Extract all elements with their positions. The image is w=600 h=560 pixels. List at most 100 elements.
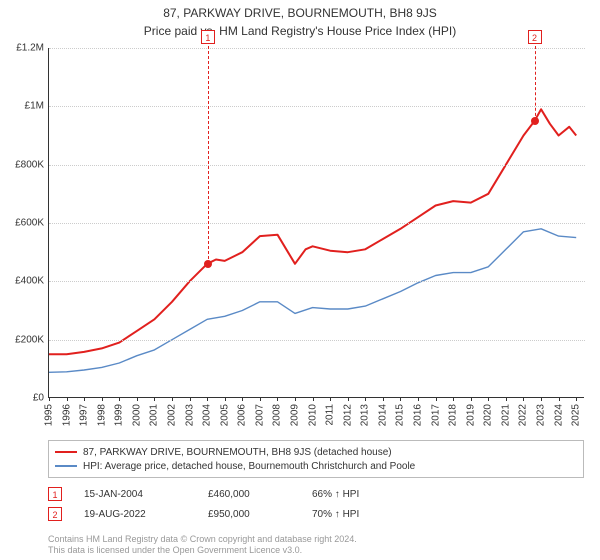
x-tick <box>506 397 507 401</box>
x-tick <box>207 397 208 401</box>
x-tick <box>67 397 68 401</box>
x-tick <box>102 397 103 401</box>
marker-flag: 2 <box>528 30 542 44</box>
x-tick-label: 2006 <box>237 404 248 426</box>
footer-line2: This data is licensed under the Open Gov… <box>48 545 584 556</box>
x-tick-label: 2002 <box>167 404 178 426</box>
x-tick <box>225 397 226 401</box>
y-tick-label: £0 <box>0 393 44 404</box>
legend-label: 87, PARKWAY DRIVE, BOURNEMOUTH, BH8 9JS … <box>83 447 392 458</box>
x-tick <box>277 397 278 401</box>
x-tick-label: 2007 <box>254 404 265 426</box>
x-tick <box>84 397 85 401</box>
chart-title: 87, PARKWAY DRIVE, BOURNEMOUTH, BH8 9JS <box>0 0 600 20</box>
x-tick-label: 2003 <box>184 404 195 426</box>
marker-dot <box>204 260 212 268</box>
x-tick <box>471 397 472 401</box>
gridline <box>49 281 585 282</box>
x-tick-label: 2021 <box>500 404 511 426</box>
series-line-hpi <box>49 229 576 372</box>
gridline <box>49 165 585 166</box>
x-tick-label: 1995 <box>44 404 55 426</box>
x-tick <box>313 397 314 401</box>
x-tick <box>559 397 560 401</box>
legend-row: HPI: Average price, detached house, Bour… <box>55 459 577 473</box>
y-tick-label: £400K <box>0 276 44 287</box>
sale-badge: 2 <box>48 507 62 521</box>
x-tick-label: 2005 <box>219 404 230 426</box>
marker-flag: 1 <box>201 30 215 44</box>
legend-label: HPI: Average price, detached house, Bour… <box>83 461 415 472</box>
x-tick-label: 2017 <box>430 404 441 426</box>
y-tick-label: £1.2M <box>0 43 44 54</box>
chart-container: 87, PARKWAY DRIVE, BOURNEMOUTH, BH8 9JS … <box>0 0 600 560</box>
sale-price: £460,000 <box>208 489 308 500</box>
marker-dot <box>531 117 539 125</box>
x-tick <box>453 397 454 401</box>
x-tick <box>436 397 437 401</box>
x-tick <box>49 397 50 401</box>
x-tick-label: 2012 <box>342 404 353 426</box>
chart-subtitle: Price paid vs. HM Land Registry's House … <box>0 20 600 38</box>
sale-row: 219-AUG-2022£950,00070% ↑ HPI <box>48 506 584 522</box>
y-tick-label: £1M <box>0 101 44 112</box>
x-tick-label: 2014 <box>377 404 388 426</box>
marker-line <box>535 46 536 121</box>
sale-date: 15-JAN-2004 <box>84 489 204 500</box>
footer-line1: Contains HM Land Registry data © Crown c… <box>48 534 584 545</box>
x-tick-label: 2016 <box>413 404 424 426</box>
x-tick <box>541 397 542 401</box>
x-tick <box>576 397 577 401</box>
plot-body: £0£200K£400K£600K£800K£1M£1.2M1995199619… <box>48 48 584 398</box>
x-tick-label: 2013 <box>360 404 371 426</box>
legend-swatch <box>55 451 77 453</box>
x-tick-label: 1997 <box>79 404 90 426</box>
x-tick <box>488 397 489 401</box>
x-tick-label: 1998 <box>96 404 107 426</box>
x-tick-label: 1996 <box>61 404 72 426</box>
x-tick <box>119 397 120 401</box>
x-tick <box>295 397 296 401</box>
x-tick <box>383 397 384 401</box>
x-tick <box>154 397 155 401</box>
x-tick-label: 2000 <box>131 404 142 426</box>
x-tick-label: 2024 <box>553 404 564 426</box>
x-tick <box>348 397 349 401</box>
x-tick-label: 2011 <box>325 404 336 426</box>
gridline <box>49 106 585 107</box>
x-tick <box>330 397 331 401</box>
chart-plot-area: £0£200K£400K£600K£800K£1M£1.2M1995199619… <box>48 48 584 398</box>
x-tick-label: 2010 <box>307 404 318 426</box>
sale-row: 1 15-JAN-2004 £460,000 66% ↑ HPI <box>48 486 584 502</box>
x-tick-label: 2009 <box>290 404 301 426</box>
sales-list: 1 15-JAN-2004 £460,000 66% ↑ HPI 2 19-AUG-202… <box>48 482 584 522</box>
x-tick-label: 2008 <box>272 404 283 426</box>
x-tick <box>137 397 138 401</box>
marker-line <box>208 46 209 264</box>
x-tick-label: 2023 <box>536 404 547 426</box>
y-tick-label: £800K <box>0 159 44 170</box>
sale-price: £950,000 <box>208 509 308 520</box>
x-tick <box>190 397 191 401</box>
x-tick-label: 2004 <box>202 404 213 426</box>
sale-badge: 1 <box>48 487 62 501</box>
x-tick-label: 2015 <box>395 404 406 426</box>
sale-date: 19-AUG-2022 <box>84 509 204 520</box>
y-tick-label: £200K <box>0 334 44 345</box>
x-tick-label: 2019 <box>465 404 476 426</box>
gridline <box>49 223 585 224</box>
x-tick-label: 2020 <box>483 404 494 426</box>
y-tick-label: £600K <box>0 218 44 229</box>
x-tick <box>260 397 261 401</box>
x-tick <box>400 397 401 401</box>
x-tick-label: 2025 <box>571 404 582 426</box>
footer-text: Contains HM Land Registry data © Crown c… <box>48 534 584 557</box>
sale-hpi: 66% ↑ HPI <box>312 489 359 500</box>
legend-box: 87, PARKWAY DRIVE, BOURNEMOUTH, BH8 9JS … <box>48 440 584 478</box>
series-line-price_paid <box>49 109 576 354</box>
x-tick <box>365 397 366 401</box>
x-tick <box>242 397 243 401</box>
gridline <box>49 340 585 341</box>
x-tick-label: 2022 <box>518 404 529 426</box>
legend-swatch <box>55 465 77 467</box>
